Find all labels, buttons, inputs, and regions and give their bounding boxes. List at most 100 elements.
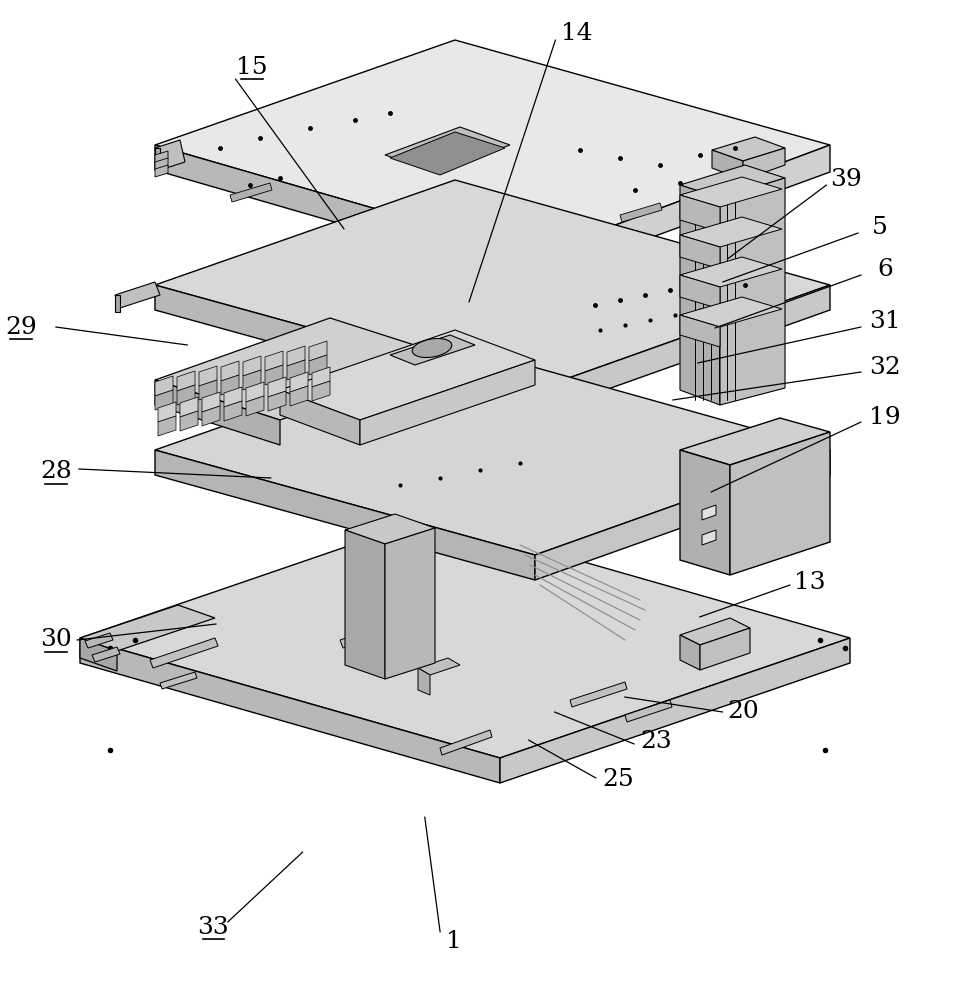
- Polygon shape: [155, 390, 173, 410]
- Text: 29: 29: [5, 316, 37, 338]
- Polygon shape: [620, 203, 662, 222]
- Polygon shape: [150, 638, 218, 668]
- Polygon shape: [155, 285, 535, 415]
- Polygon shape: [180, 411, 198, 431]
- Text: 19: 19: [870, 406, 900, 428]
- Polygon shape: [702, 505, 716, 520]
- Polygon shape: [115, 295, 120, 312]
- Polygon shape: [340, 618, 408, 648]
- Polygon shape: [680, 235, 720, 269]
- Text: 5: 5: [873, 217, 888, 239]
- Polygon shape: [280, 390, 360, 445]
- Polygon shape: [85, 633, 113, 648]
- Polygon shape: [680, 195, 720, 232]
- Polygon shape: [155, 40, 830, 255]
- Polygon shape: [160, 672, 197, 689]
- Text: 25: 25: [602, 768, 634, 792]
- Polygon shape: [80, 518, 850, 758]
- Text: 39: 39: [829, 168, 862, 192]
- Polygon shape: [158, 402, 176, 422]
- Polygon shape: [680, 257, 782, 287]
- Polygon shape: [155, 140, 185, 170]
- Polygon shape: [385, 528, 435, 679]
- Polygon shape: [158, 416, 176, 436]
- Polygon shape: [80, 605, 215, 651]
- Polygon shape: [80, 638, 500, 783]
- Polygon shape: [730, 432, 830, 575]
- Polygon shape: [265, 351, 283, 371]
- Polygon shape: [155, 148, 160, 170]
- Polygon shape: [287, 360, 305, 380]
- Polygon shape: [680, 165, 785, 198]
- Polygon shape: [230, 183, 272, 202]
- Text: 30: 30: [39, 629, 72, 652]
- Polygon shape: [680, 297, 782, 327]
- Polygon shape: [155, 345, 830, 555]
- Polygon shape: [312, 381, 330, 401]
- Polygon shape: [221, 375, 239, 395]
- Polygon shape: [309, 355, 327, 375]
- Polygon shape: [265, 365, 283, 385]
- Polygon shape: [570, 682, 627, 707]
- Polygon shape: [360, 360, 535, 445]
- Polygon shape: [345, 530, 385, 679]
- Text: 23: 23: [640, 730, 673, 754]
- Polygon shape: [290, 372, 308, 392]
- Polygon shape: [155, 180, 830, 390]
- Polygon shape: [221, 361, 239, 381]
- Polygon shape: [155, 151, 168, 163]
- Text: 20: 20: [727, 700, 759, 724]
- Polygon shape: [385, 127, 510, 172]
- Polygon shape: [243, 370, 261, 390]
- Polygon shape: [180, 397, 198, 417]
- Polygon shape: [625, 700, 672, 722]
- Polygon shape: [92, 647, 120, 662]
- Polygon shape: [535, 145, 830, 280]
- Polygon shape: [177, 371, 195, 391]
- Text: 14: 14: [561, 21, 592, 44]
- Polygon shape: [155, 165, 168, 177]
- Polygon shape: [280, 330, 535, 420]
- Polygon shape: [155, 318, 455, 420]
- Polygon shape: [535, 450, 830, 580]
- Polygon shape: [80, 638, 117, 671]
- Text: 1: 1: [446, 930, 461, 954]
- Polygon shape: [309, 341, 327, 361]
- Polygon shape: [440, 730, 492, 755]
- Polygon shape: [680, 217, 782, 247]
- Polygon shape: [418, 668, 430, 695]
- Polygon shape: [390, 335, 475, 365]
- Polygon shape: [224, 387, 242, 407]
- Text: 28: 28: [39, 460, 72, 484]
- Text: 6: 6: [877, 258, 893, 282]
- Polygon shape: [345, 514, 435, 544]
- Polygon shape: [155, 158, 168, 170]
- Polygon shape: [500, 638, 850, 783]
- Polygon shape: [712, 150, 743, 180]
- Polygon shape: [202, 392, 220, 412]
- Polygon shape: [155, 145, 535, 280]
- Polygon shape: [680, 315, 720, 347]
- Polygon shape: [202, 406, 220, 426]
- Polygon shape: [535, 285, 830, 415]
- Polygon shape: [390, 132, 505, 175]
- Polygon shape: [268, 391, 286, 411]
- Polygon shape: [290, 386, 308, 406]
- Polygon shape: [199, 366, 217, 386]
- Polygon shape: [700, 628, 750, 670]
- Polygon shape: [743, 148, 785, 180]
- Polygon shape: [155, 380, 280, 445]
- Text: 13: 13: [795, 571, 825, 594]
- Polygon shape: [199, 380, 217, 400]
- Polygon shape: [702, 530, 716, 545]
- Polygon shape: [155, 376, 173, 396]
- Polygon shape: [418, 658, 460, 675]
- Polygon shape: [680, 185, 720, 405]
- Polygon shape: [680, 177, 782, 207]
- Polygon shape: [680, 450, 730, 575]
- Text: 33: 33: [197, 916, 230, 938]
- Polygon shape: [268, 377, 286, 397]
- Polygon shape: [680, 635, 700, 670]
- Polygon shape: [224, 401, 242, 421]
- Polygon shape: [155, 450, 535, 580]
